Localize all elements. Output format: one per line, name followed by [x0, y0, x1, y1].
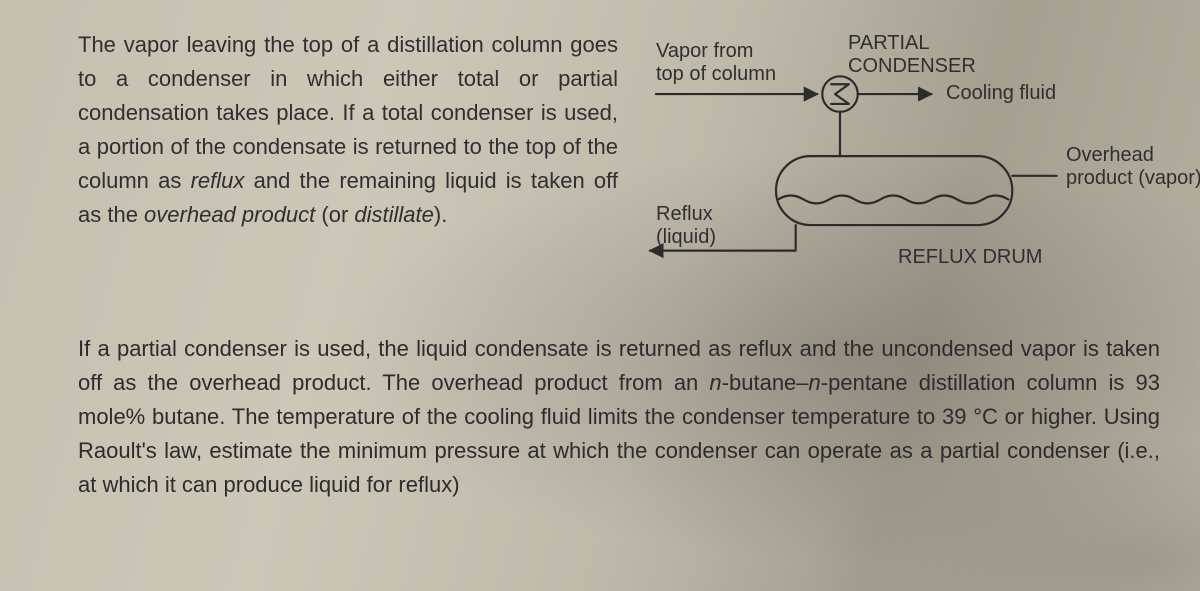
- intro-paragraph: The vapor leaving the top of a distillat…: [78, 28, 618, 298]
- liquid-surface: [778, 195, 1008, 203]
- partial-condenser-diagram: Vapor from top of column PARTIAL CONDENS…: [648, 28, 1160, 298]
- problem-statement-paragraph: If a partial condenser is used, the liqu…: [78, 332, 1160, 502]
- condenser-sigma-icon: [831, 84, 849, 104]
- top-row: The vapor leaving the top of a distillat…: [78, 28, 1160, 298]
- diagram-svg: [648, 28, 1160, 298]
- condenser-icon: [822, 76, 857, 111]
- page: The vapor leaving the top of a distillat…: [0, 0, 1200, 591]
- reflux-drum-outline: [776, 156, 1012, 225]
- reflux-out-pipe: [725, 225, 796, 251]
